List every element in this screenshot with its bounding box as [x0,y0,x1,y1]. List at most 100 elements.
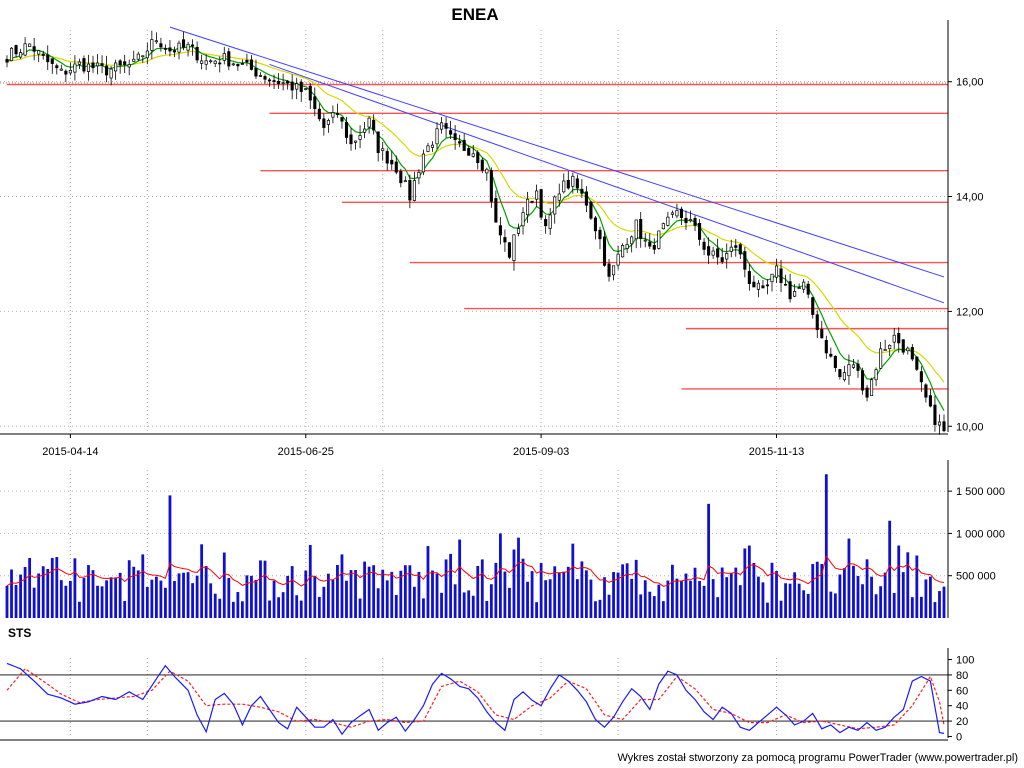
candle-body [263,76,267,80]
volume-bar [621,564,625,618]
candle-body [231,63,235,66]
volume-bar [145,587,149,618]
volume-bar [802,590,806,618]
candle-body [163,48,167,50]
candle-body [870,379,874,396]
candle-body [37,50,41,55]
volume-bar [544,580,548,618]
candle-body [281,82,285,85]
candle-body [476,152,480,164]
candle-body [756,282,760,290]
volume-bar [915,555,919,618]
volume-bar [59,580,63,618]
candle-body [657,230,661,249]
candle-body [829,353,833,357]
candle-body [661,223,665,230]
candle-body [381,148,385,151]
volume-bar [815,561,819,618]
candle-body [277,80,281,85]
volume-bar [639,594,643,618]
volume-bar [390,571,394,618]
candle-body [734,245,738,248]
candle-body [729,246,733,252]
volume-bar [326,573,330,618]
candle-body [738,244,742,255]
volume-bar [870,576,873,618]
volume-bar [449,553,453,618]
volume-bar [218,598,222,618]
candle-body [372,119,376,131]
candle-body [240,63,244,65]
volume-bar [114,577,118,618]
candle-body [892,334,896,343]
candle-body [46,54,50,63]
candle-body [168,47,172,52]
candle-body [462,139,466,151]
volume-bar [399,570,403,618]
candle-body [765,284,770,287]
candle-body [698,223,702,240]
candle-body [258,75,263,77]
candle-body [716,248,720,258]
volume-bar [594,601,597,618]
candle-body [132,58,136,62]
candle-body [390,159,394,165]
volume-bar [336,564,339,618]
volume-bar [612,572,615,618]
candle-body [856,363,860,371]
volume-bar [675,578,679,618]
volume-bar [906,552,910,618]
volume-bar [589,579,593,618]
volume-bar [462,592,466,618]
volume-bar [575,579,579,618]
candle-body [286,80,290,84]
volume-bar [10,569,13,618]
candle-body [711,250,715,256]
candle-body [458,141,462,144]
candle-body [385,151,389,164]
volume-bar [562,571,566,618]
volume-bar [286,575,290,618]
volume-bar [698,581,701,618]
volume-bar [498,533,502,618]
volume-bar [209,583,213,618]
candle-body [363,128,367,133]
candle-body [141,55,145,58]
candle-body [503,237,507,243]
candle-body [643,239,647,242]
candle-body [28,43,32,47]
grid-layer [0,30,948,738]
volume-y-tick-label: 500 000 [956,571,996,583]
volume-bar [933,602,937,618]
candle-body [73,63,77,73]
candle-body [50,58,54,64]
volume-bar [743,548,747,618]
candle-body [19,52,23,58]
candle-body [639,219,643,239]
volume-bar [363,561,366,618]
volume-bar [702,585,706,618]
volume-bar [259,560,262,618]
candle-body [449,130,453,135]
candle-body [349,134,353,145]
volume-bar [308,544,312,618]
candle-body [82,58,86,72]
candle-body [421,153,425,173]
volume-bar [910,597,914,618]
candle-body [761,285,765,289]
volume-bar [173,581,176,618]
candle-body [666,216,670,226]
candle-body [888,345,892,350]
candle-body [802,281,806,290]
candle-body [915,356,919,370]
volume-bar [707,503,711,618]
candle-body [417,171,421,179]
volume-bar [231,601,235,618]
candle-body [535,190,539,200]
candle-body [326,120,330,125]
price-overlay-lines [0,26,948,411]
candle-body [440,122,444,130]
volume-bar [272,580,276,618]
candle-body [842,372,846,381]
volume-bar [23,567,27,618]
